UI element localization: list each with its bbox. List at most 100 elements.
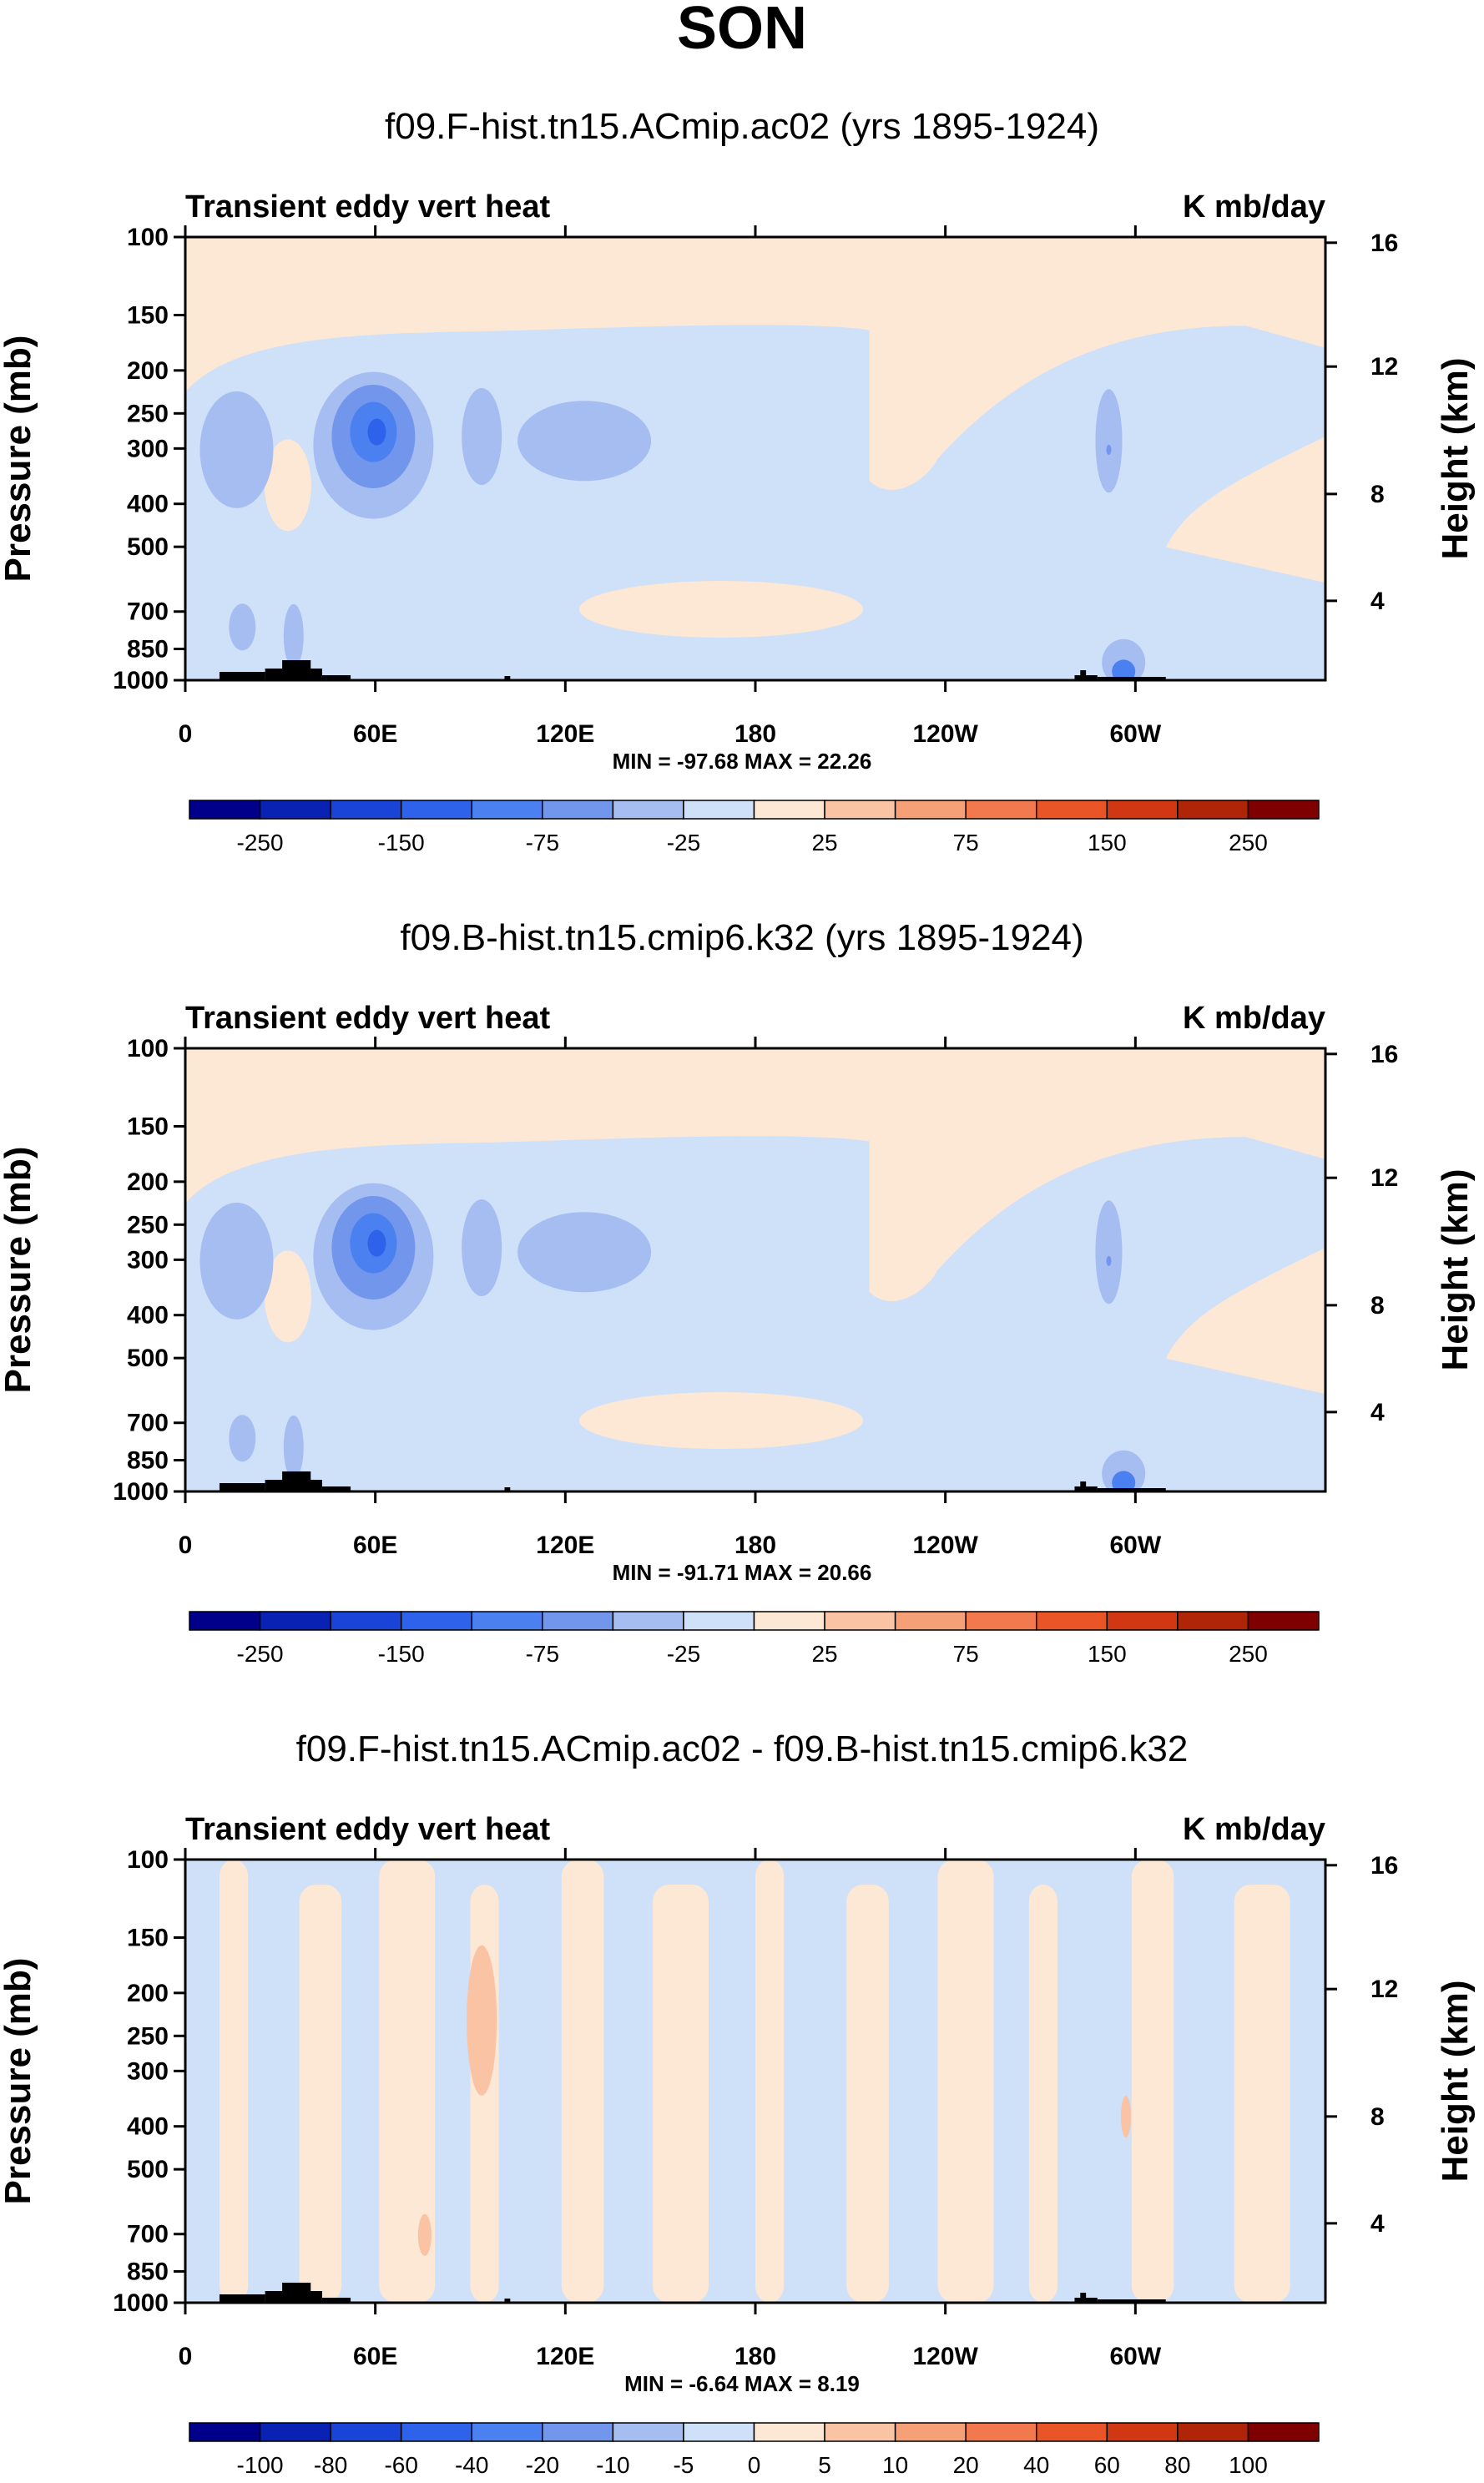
colorbar-label: -150 — [378, 830, 425, 855]
orography-block — [1097, 677, 1166, 680]
min-max-stats: MIN = -6.64 MAX = 8.19 — [624, 2371, 860, 2396]
colorbar-box — [1177, 2422, 1249, 2442]
contour-region — [579, 581, 864, 638]
contour-region — [1120, 2095, 1131, 2137]
y-right-tick-label: 16 — [1370, 1041, 1398, 1068]
orography-block — [321, 1486, 351, 1491]
contour-region — [517, 1212, 652, 1293]
y-right-tick-label: 8 — [1370, 1292, 1385, 1320]
contour-region — [1234, 1885, 1290, 2303]
colorbar-box — [471, 2422, 543, 2442]
colorbar-box — [612, 800, 684, 820]
x-tick-label: 120W — [912, 720, 978, 748]
colorbar-label: 0 — [748, 2452, 761, 2478]
y-right-axis-title: Height (km) — [1435, 358, 1476, 560]
y-tick-label: 500 — [127, 533, 169, 561]
y-right-tick-label: 16 — [1370, 1852, 1398, 1880]
y-tick-label: 400 — [127, 1302, 169, 1330]
orography-block — [1097, 1488, 1166, 1491]
colorbar-box — [259, 800, 331, 820]
contour-region — [199, 1202, 274, 1320]
orography-block — [321, 675, 351, 680]
orography-block — [219, 1483, 265, 1491]
contour-region — [1112, 659, 1136, 680]
y-tick-label: 200 — [127, 1980, 169, 2007]
y-tick-label: 400 — [127, 2113, 169, 2141]
colorbar-box — [542, 1611, 614, 1631]
y-tick-label: 100 — [127, 1035, 169, 1062]
colorbar-label: 250 — [1229, 1641, 1268, 1667]
y-tick-label: 300 — [127, 1246, 169, 1274]
orography — [219, 660, 1166, 680]
contour-region — [846, 1885, 889, 2303]
x-tick-label: 60E — [353, 720, 397, 748]
y-right-tick-label: 4 — [1370, 2210, 1385, 2238]
colorbar-box — [330, 1611, 402, 1631]
y-tick-label: 300 — [127, 2057, 169, 2085]
y-tick-label: 150 — [127, 1113, 169, 1141]
y-tick-label: 700 — [127, 2221, 169, 2248]
y-right-tick-label: 4 — [1370, 588, 1385, 615]
colorbar-box — [1106, 2422, 1179, 2442]
colorbar-label: 60 — [1094, 2452, 1120, 2478]
min-max-stats: MIN = -97.68 MAX = 22.26 — [613, 749, 872, 774]
contour-region — [561, 1860, 604, 2303]
orography-block — [219, 2294, 265, 2303]
colorbar-label: -25 — [667, 830, 700, 855]
colorbar-label: -80 — [314, 2452, 347, 2478]
colorbar-label: -20 — [526, 2452, 559, 2478]
colorbar-box — [542, 800, 614, 820]
colorbar-box — [612, 2422, 684, 2442]
colorbar-box — [259, 1611, 331, 1631]
colorbar-box — [330, 2422, 402, 2442]
colorbar-box — [471, 1611, 543, 1631]
colorbar-box — [965, 1611, 1037, 1631]
x-tick-label: 0 — [179, 2343, 193, 2370]
colorbar-box — [753, 1611, 825, 1631]
colorbar-box — [471, 800, 543, 820]
colorbar-box — [824, 1611, 896, 1631]
panel-right-label: K mb/day — [1183, 189, 1325, 225]
y-tick-label: 700 — [127, 598, 169, 626]
contour-region — [1028, 1885, 1057, 2303]
y-tick-label: 400 — [127, 491, 169, 518]
x-tick-label: 120W — [912, 1532, 978, 1559]
colorbar-box — [965, 800, 1037, 820]
y-tick-label: 250 — [127, 400, 169, 427]
colorbar-box — [1247, 1611, 1320, 1631]
colorbar-box — [1106, 1611, 1179, 1631]
x-tick-label: 120E — [536, 2343, 594, 2370]
colorbar-box — [542, 2422, 614, 2442]
y-tick-label: 300 — [127, 435, 169, 462]
colorbar-label: -100 — [237, 2452, 284, 2478]
colorbar-box — [894, 800, 967, 820]
colorbar-label: -25 — [667, 1641, 700, 1667]
y-right-tick-label: 12 — [1370, 353, 1398, 381]
x-tick-label: 60W — [1109, 1532, 1161, 1559]
colorbar-box — [1036, 800, 1108, 820]
contour-region — [283, 1415, 304, 1479]
x-tick-label: 180 — [734, 1532, 776, 1559]
contour-region — [937, 1860, 994, 2303]
contour-region — [462, 1199, 502, 1296]
contour-region — [467, 1945, 497, 2096]
colorbar: -250 -150 -75 -25 25 75 150 250 — [189, 800, 1320, 855]
contour-region — [264, 439, 311, 532]
y-tick-label: 500 — [127, 2156, 169, 2183]
contour-region — [229, 1415, 256, 1462]
colorbar-label: 75 — [953, 1641, 979, 1667]
y-tick-label: 1000 — [113, 2289, 169, 2317]
colorbar-box — [400, 800, 472, 820]
y-right-tick-label: 8 — [1370, 481, 1385, 508]
y-tick-label: 850 — [127, 1447, 169, 1475]
orography — [219, 2283, 1166, 2303]
orography-block — [1097, 2299, 1166, 2303]
colorbar-label: 80 — [1164, 2452, 1190, 2478]
colorbar-label: -250 — [237, 830, 284, 855]
orography-block — [1080, 2293, 1087, 2303]
contour-field — [185, 1860, 1325, 2303]
contour-region — [1106, 444, 1112, 455]
y-tick-label: 150 — [127, 302, 169, 330]
y-tick-label: 200 — [127, 1168, 169, 1196]
colorbar-label: 150 — [1088, 1641, 1127, 1667]
